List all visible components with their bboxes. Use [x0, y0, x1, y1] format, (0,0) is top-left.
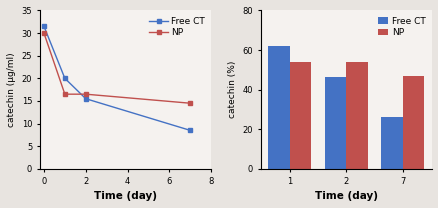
- NP: [41, 32, 46, 34]
- NP: [83, 93, 88, 95]
- Bar: [289, 62, 311, 169]
- Y-axis label: catechin (μg/ml): catechin (μg/ml): [7, 52, 16, 127]
- Y-axis label: catechin (%): catechin (%): [227, 61, 236, 118]
- Free CT: [83, 98, 88, 100]
- Bar: [381, 117, 402, 169]
- X-axis label: Time (day): Time (day): [314, 191, 377, 201]
- Legend: Free CT, NP: Free CT, NP: [147, 15, 206, 39]
- Legend: Free CT, NP: Free CT, NP: [375, 15, 427, 39]
- NP: [187, 102, 192, 104]
- Bar: [346, 62, 367, 169]
- X-axis label: Time (day): Time (day): [94, 191, 157, 201]
- Bar: [268, 46, 289, 169]
- Bar: [324, 77, 346, 169]
- Free CT: [41, 25, 46, 27]
- Free CT: [187, 129, 192, 132]
- Line: Free CT: Free CT: [42, 24, 192, 133]
- NP: [62, 93, 67, 95]
- Line: NP: NP: [42, 31, 192, 106]
- Bar: [402, 76, 423, 169]
- Free CT: [62, 77, 67, 80]
